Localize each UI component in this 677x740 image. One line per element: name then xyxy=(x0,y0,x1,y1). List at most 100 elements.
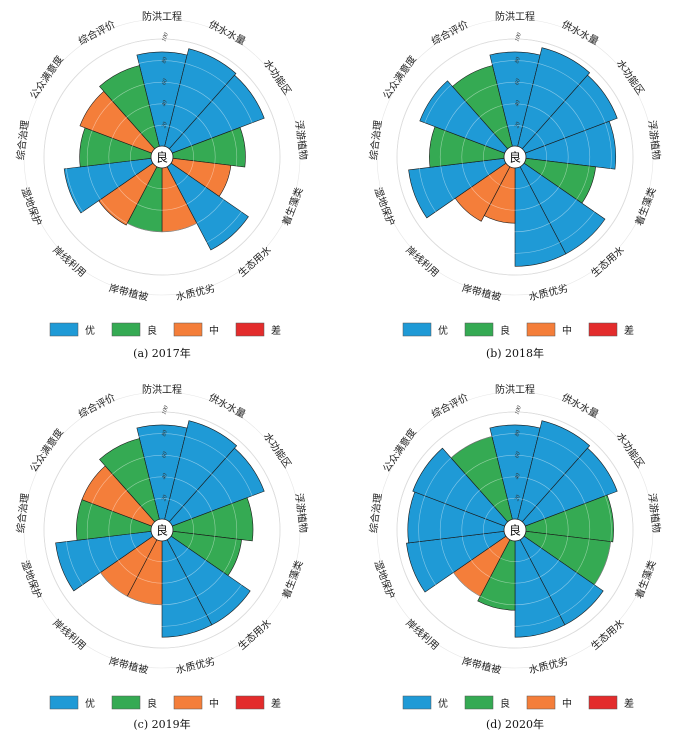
legend-label: 差 xyxy=(271,697,281,710)
radial-tick-label: 20 xyxy=(514,121,522,129)
legend-swatch xyxy=(173,695,203,710)
legend-label: 良 xyxy=(500,697,510,710)
category-label: 岸线利用 xyxy=(50,243,89,279)
grid-ring xyxy=(108,103,216,211)
grid-ring xyxy=(439,81,591,233)
category-label: 着生藻类 xyxy=(279,185,305,227)
grid-ring xyxy=(65,60,259,254)
center-circle xyxy=(503,518,527,542)
radial-tick-label: 20 xyxy=(161,121,169,129)
category-label: 水质优劣 xyxy=(527,654,569,676)
category-label: 防洪工程 xyxy=(495,10,535,23)
radial-tick-label: 40 xyxy=(160,472,169,480)
grid-ring xyxy=(483,125,547,189)
category-label: 公众满意度 xyxy=(27,426,66,475)
category-label: 水质优劣 xyxy=(174,281,216,303)
legend-label: 良 xyxy=(500,324,510,337)
category-label: 综合评价 xyxy=(76,391,117,421)
legend-swatch xyxy=(235,322,265,337)
radial-tick-label: 80 xyxy=(161,57,169,65)
grid-ring xyxy=(108,476,216,584)
category-label: 岸带植被 xyxy=(108,654,150,676)
category-label: 水质优劣 xyxy=(527,281,569,303)
category-label: 岸带植被 xyxy=(461,654,503,676)
category-label: 综合治理 xyxy=(14,492,32,533)
category-label: 岸线利用 xyxy=(403,616,442,652)
radial-tick-label: 100 xyxy=(161,32,170,43)
chart-caption: (d) 2020年 xyxy=(486,717,544,731)
category-label: 水功能区 xyxy=(261,57,294,97)
legend-swatch xyxy=(588,695,618,710)
category-label: 生态用水 xyxy=(235,616,274,652)
category-label: 供水水量 xyxy=(207,18,248,48)
legend-label: 优 xyxy=(85,324,95,337)
radial-tick-label: 80 xyxy=(514,430,522,438)
legend-swatch xyxy=(464,322,494,337)
category-label: 水功能区 xyxy=(614,57,647,97)
chart-caption: (c) 2019年 xyxy=(133,717,190,731)
outer-ring xyxy=(43,38,281,276)
category-label: 着生藻类 xyxy=(632,558,658,600)
legend-label: 中 xyxy=(209,324,219,337)
legend-swatch xyxy=(235,695,265,710)
category-label: 防洪工程 xyxy=(142,10,182,23)
legend-swatch xyxy=(526,322,556,337)
legend: 优良中差 xyxy=(402,695,634,710)
category-label: 公众满意度 xyxy=(380,53,419,102)
center-grade-label: 良 xyxy=(156,150,168,165)
category-label: 综合治理 xyxy=(367,119,385,160)
category-label: 生态用水 xyxy=(235,243,274,279)
legend-label: 中 xyxy=(562,697,572,710)
outer-ring xyxy=(396,38,634,276)
chart-caption: (b) 2018年 xyxy=(486,346,544,360)
radial-tick-label: 80 xyxy=(161,430,169,438)
legend-label: 优 xyxy=(438,324,448,337)
category-label: 供水水量 xyxy=(560,391,601,421)
legend-swatch xyxy=(49,695,79,710)
category-label: 湿地保护 xyxy=(18,558,44,600)
category-label: 综合治理 xyxy=(367,492,385,533)
legend-swatch xyxy=(526,695,556,710)
radial-tick-label: 40 xyxy=(513,472,522,480)
grid-ring xyxy=(418,433,612,627)
category-label: 综合评价 xyxy=(429,391,470,421)
polar-chart-3: 20 40 60 80 100 良 防洪工程供水水量水功能区浮游植物着生藻类生态用水水质优劣… xyxy=(14,383,311,731)
legend-label: 中 xyxy=(562,324,572,337)
legend: 优良中差 xyxy=(49,695,281,710)
category-label: 浮游植物 xyxy=(646,492,664,533)
grid-ring xyxy=(43,38,281,276)
legend-swatch xyxy=(464,695,494,710)
legend-swatch xyxy=(111,322,141,337)
radial-tick-label: 100 xyxy=(514,405,523,416)
category-label: 湿地保护 xyxy=(371,185,397,227)
legend-label: 良 xyxy=(147,697,157,710)
legend-swatch xyxy=(49,322,79,337)
legend-swatch xyxy=(173,322,203,337)
grid-ring xyxy=(86,81,238,233)
legend-label: 差 xyxy=(271,324,281,337)
center-grade-label: 良 xyxy=(509,150,521,165)
label-ring xyxy=(376,18,654,296)
grid-ring xyxy=(439,454,591,606)
label-ring xyxy=(23,18,301,296)
grid-ring xyxy=(461,476,569,584)
radial-tick-label: 100 xyxy=(514,32,523,43)
legend-label: 良 xyxy=(147,324,157,337)
polar-chart-2: 20 40 60 80 100 良 防洪工程供水水量水功能区浮游植物着生藻类生态用水水质优劣… xyxy=(367,10,664,360)
center-circle xyxy=(150,145,174,169)
category-label: 岸带植被 xyxy=(461,281,503,303)
category-label: 岸线利用 xyxy=(50,616,89,652)
category-label: 综合评价 xyxy=(429,18,470,48)
chart-panels: 20406080100良防洪工程供水水量水功能区浮游植物着生藻类生态用水水质优劣… xyxy=(14,10,664,731)
category-label: 水功能区 xyxy=(261,430,294,470)
legend-swatch xyxy=(588,322,618,337)
center-circle xyxy=(503,145,527,169)
category-label: 着生藻类 xyxy=(632,185,658,227)
category-label: 着生藻类 xyxy=(279,558,305,600)
legend-swatch xyxy=(402,322,432,337)
category-label: 防洪工程 xyxy=(495,383,535,396)
legend-label: 差 xyxy=(624,697,634,710)
polar-chart-1: 20 40 60 80 100 良 防洪工程供水水量水功能区浮游植物着生藻类生态用水水质优劣… xyxy=(14,10,311,360)
category-label: 供水水量 xyxy=(207,391,248,421)
